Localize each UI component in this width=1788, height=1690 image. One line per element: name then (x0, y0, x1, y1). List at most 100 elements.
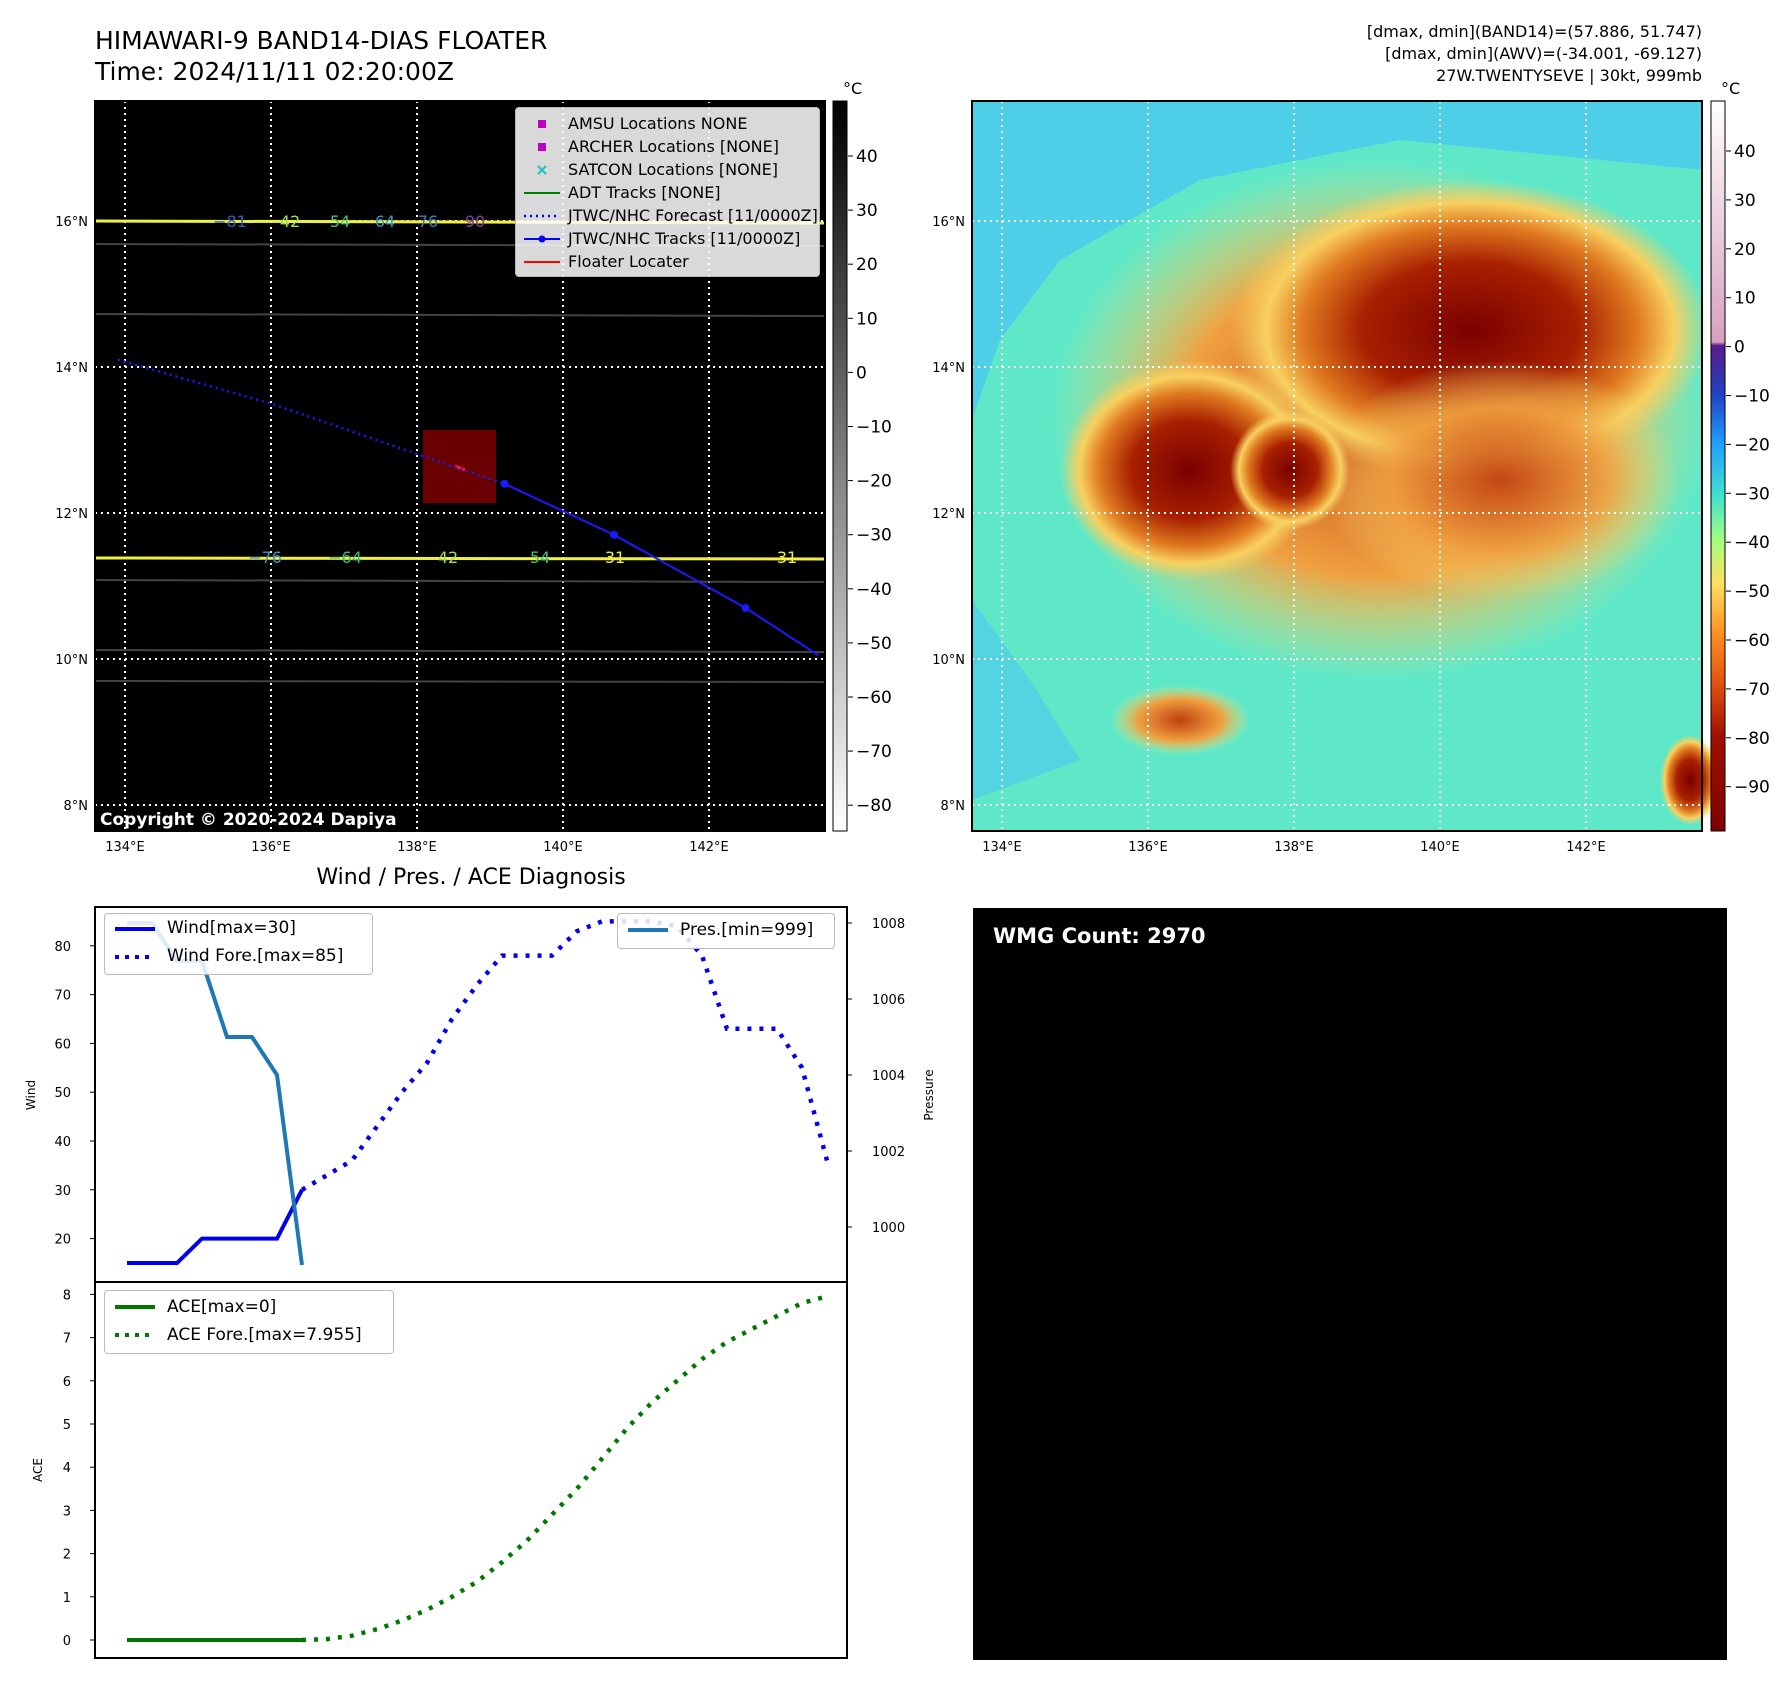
contour-label: −64 (328, 548, 362, 567)
colorbar-tick-label: 40 (856, 147, 878, 167)
legend-swatch (524, 235, 560, 243)
ace-series (127, 1294, 828, 1643)
right-map-panel: 134°E 136°E 138°E 140°E 142°E 16°N 14°N 12°N 10… (932, 79, 1770, 855)
colorbar-tick-label: 0 (856, 363, 867, 383)
lat-tick-label: 16°N (932, 215, 965, 230)
wind-tick-label: 60 (54, 1037, 71, 1052)
storm-corner-cell (1660, 735, 1720, 825)
contour-label: 76 (418, 212, 438, 231)
pressure-y-label: Pressure (922, 1069, 936, 1120)
ace-tick-label: 5 (63, 1418, 71, 1433)
legend-swatch (524, 261, 560, 263)
legend-ace: ACE[max=0] (167, 1297, 277, 1317)
info-awv: [dmax, dmin](AWV)=(-34.001, -69.127) (1385, 44, 1702, 63)
legend-swatch (538, 120, 546, 128)
colorbar-tick-label: −20 (1734, 435, 1770, 455)
legend-item-label: SATCON Locations [NONE] (568, 160, 779, 179)
lat-tick-label: 8°N (64, 799, 89, 814)
lat-tick-label: 10°N (55, 653, 88, 668)
pressure-tick-label: 1006 (872, 993, 905, 1008)
lon-tick-label: 140°E (543, 840, 583, 855)
colorbar-tick-label: 20 (1734, 240, 1756, 260)
legend-wind-forecast: Wind Fore.[max=85] (167, 946, 344, 966)
left-map-lon-ticks: 134°E 136°E 138°E 140°E 142°E (105, 840, 729, 855)
colorbar-tick-label: −40 (1734, 533, 1770, 553)
ace-legend: ACE[max=0] ACE Fore.[max=7.955] (104, 1290, 394, 1354)
lon-tick-label: 134°E (105, 840, 145, 855)
pressure-tick-label: 1002 (872, 1145, 905, 1160)
pressure-tick-label: 1004 (872, 1069, 905, 1084)
lon-tick-label: 136°E (251, 840, 291, 855)
ace-tick-label: 4 (63, 1461, 71, 1476)
left-map-frame (94, 100, 826, 832)
right-colorbar-ticks: 40 30 20 10 0 −10 −20 −30 −40 −50 −60 −70 −80 −90 (1726, 142, 1770, 798)
colorbar-tick-label: 0 (1734, 338, 1745, 358)
wind-tick-label: 30 (54, 1184, 71, 1199)
right-map-gridlines (972, 101, 1702, 831)
figure-title: HIMAWARI-9 BAND14-DIAS FLOATER (95, 26, 548, 55)
colorbar-tick-label: 20 (856, 255, 878, 275)
ace-y-ticks: 0 1 2 3 4 5 6 7 8 (63, 1288, 95, 1649)
ace-tick-label: 0 (63, 1634, 71, 1649)
pressure-legend: Pres.[min=999] (617, 913, 835, 949)
contour-label: 31 (777, 548, 797, 567)
ace-legend-swatches (115, 1305, 155, 1337)
track-point (610, 530, 619, 539)
lon-tick-label: 138°E (397, 840, 437, 855)
wind-tick-label: 40 (54, 1135, 71, 1150)
contour-label: −81 (213, 212, 247, 231)
lon-tick-label: 142°E (689, 840, 729, 855)
map-legend: AMSU Locations NONE ARCHER Locations [NON… (515, 107, 820, 277)
lon-tick-label: 138°E (1274, 840, 1314, 855)
wind-forecast-line (300, 919, 830, 1192)
lat-tick-label: 16°N (55, 215, 88, 230)
legend-item-label: AMSU Locations NONE (568, 114, 748, 133)
colorbar-tick-label: −60 (856, 688, 892, 708)
legend-pressure: Pres.[min=999] (680, 920, 814, 940)
track-point (741, 603, 750, 612)
legend-swatch (524, 192, 560, 194)
colorbar-tick-label: −40 (856, 580, 892, 600)
lower-line-labels: −76 −64 42 54 31 31 (248, 548, 797, 567)
colorbar-tick-label: −60 (1734, 631, 1770, 651)
wind-legend: Wind[max=30] Wind Fore.[max=85] (104, 913, 373, 975)
left-map-lat-ticks: 16°N 14°N 12°N 10°N 8°N (55, 215, 88, 814)
lat-tick-label: 12°N (55, 507, 88, 522)
right-map-lat-ticks: 16°N 14°N 12°N 10°N 8°N (932, 215, 965, 814)
colorbar-tick-label: 10 (856, 309, 878, 329)
wind-tick-label: 80 (54, 940, 71, 955)
legend-item-label: Floater Locater (568, 252, 689, 271)
ace-tick-label: 1 (63, 1591, 71, 1606)
legend-item-label: ADT Tracks [NONE] (568, 183, 721, 202)
pressure-tick-label: 1008 (872, 917, 905, 932)
pressure-tick-label: 1000 (872, 1221, 905, 1236)
colorbar-tick-label: 30 (1734, 191, 1756, 211)
contour-label: 54 (330, 212, 350, 231)
colorbar-tick-label: −70 (1734, 680, 1770, 700)
copyright-text: Copyright © 2020-2024 Dapiya (100, 810, 397, 830)
left-colorbar (832, 100, 848, 832)
lat-tick-label: 10°N (932, 653, 965, 668)
contour-label: 90 (465, 212, 485, 231)
jtwc-track (504, 482, 820, 657)
right-map-cold-region-2 (972, 600, 1080, 800)
ace-tick-label: 7 (63, 1332, 71, 1347)
contour-label: −76 (248, 548, 282, 567)
lon-tick-label: 142°E (1566, 840, 1606, 855)
storm-south-band (1320, 360, 1680, 600)
wind-tick-label: 50 (54, 1086, 71, 1101)
contour-label: 31 (605, 548, 625, 567)
upper-line-labels: −81 42 54 64 76 90 (213, 212, 485, 231)
legend-swatch (524, 214, 560, 218)
colorbar-tick-label: 10 (1734, 289, 1756, 309)
colorbar-tick-label: −30 (1734, 484, 1770, 504)
info-band14: [dmax, dmin](BAND14)=(57.886, 51.747) (1366, 22, 1702, 41)
wind-tick-label: 20 (54, 1233, 71, 1248)
lat-tick-label: 12°N (932, 507, 965, 522)
colorbar-tick-label: −20 (856, 472, 892, 492)
pressure-legend-swatch (628, 928, 668, 932)
lat-tick-label: 14°N (55, 361, 88, 376)
colorbar-tick-label: −70 (856, 742, 892, 762)
storm-core-center (1230, 410, 1350, 530)
